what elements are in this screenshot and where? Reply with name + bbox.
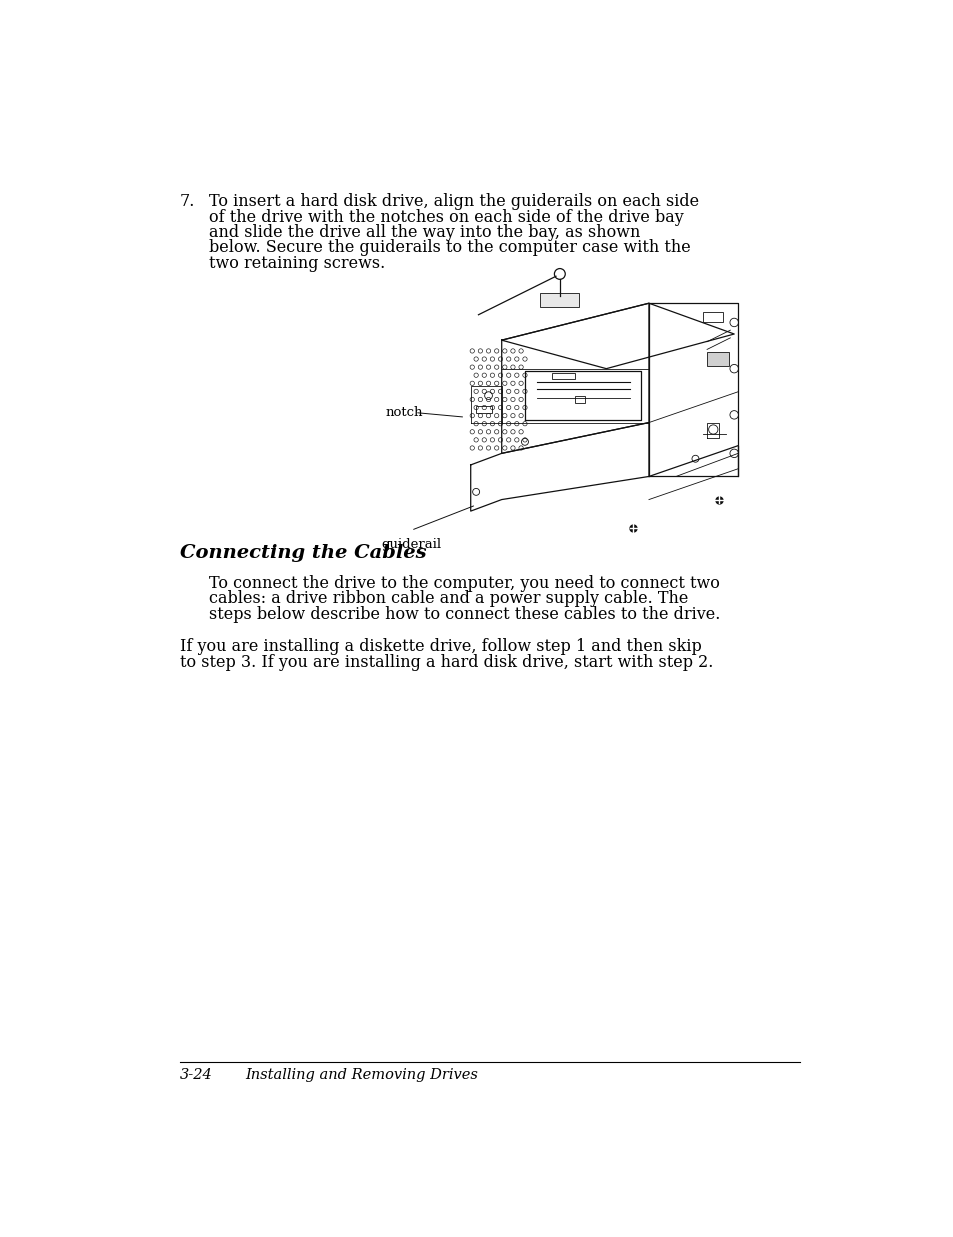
Text: If you are installing a diskette drive, follow step 1 and then skip: If you are installing a diskette drive, …	[179, 638, 700, 656]
Text: two retaining screws.: two retaining screws.	[209, 255, 385, 272]
Bar	[575, 396, 584, 403]
Bar	[476, 407, 491, 413]
Text: To insert a hard disk drive, align the guiderails on each side: To insert a hard disk drive, align the g…	[209, 193, 699, 210]
Bar	[540, 293, 578, 307]
Text: 7.: 7.	[179, 193, 194, 210]
Bar	[702, 312, 721, 323]
Text: Connecting the Cables: Connecting the Cables	[179, 544, 426, 563]
Bar	[552, 374, 575, 379]
Bar	[706, 353, 728, 366]
Text: To connect the drive to the computer, you need to connect two: To connect the drive to the computer, yo…	[209, 575, 720, 593]
Text: guiderail: guiderail	[381, 538, 441, 550]
Text: 3-24: 3-24	[179, 1068, 213, 1082]
Text: notch: notch	[385, 406, 422, 419]
Text: to step 3. If you are installing a hard disk drive, start with step 2.: to step 3. If you are installing a hard …	[179, 653, 712, 670]
Text: below. Secure the guiderails to the computer case with the: below. Secure the guiderails to the comp…	[209, 239, 690, 256]
Text: Installing and Removing Drives: Installing and Removing Drives	[245, 1068, 478, 1082]
Text: cables: a drive ribbon cable and a power supply cable. The: cables: a drive ribbon cable and a power…	[209, 590, 688, 607]
Text: of the drive with the notches on each side of the drive bay: of the drive with the notches on each si…	[209, 209, 683, 225]
Text: and slide the drive all the way into the bay, as shown: and slide the drive all the way into the…	[209, 224, 639, 241]
Text: steps below describe how to connect these cables to the drive.: steps below describe how to connect thes…	[209, 606, 720, 622]
